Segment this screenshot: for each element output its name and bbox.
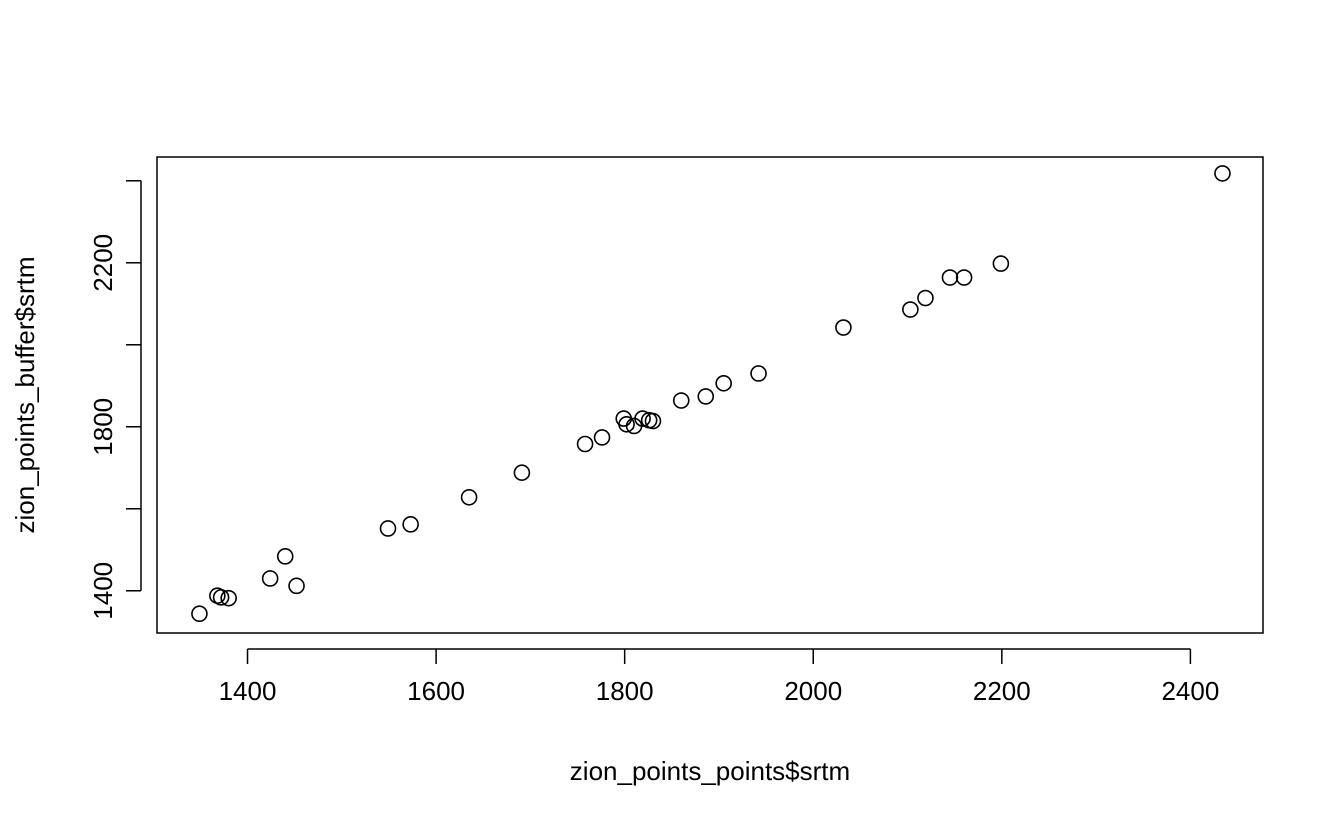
data-point-9 bbox=[460, 488, 478, 506]
data-point-4 bbox=[261, 570, 279, 587]
data-point-14 bbox=[618, 416, 635, 433]
data-point-19 bbox=[672, 392, 690, 409]
data-point-12 bbox=[593, 429, 611, 446]
data-point-26 bbox=[941, 269, 959, 286]
data-point-5 bbox=[276, 548, 294, 565]
data-point-20 bbox=[697, 388, 715, 405]
x-tick-label-4: 2200 bbox=[973, 676, 1031, 706]
data-point-7 bbox=[379, 520, 397, 537]
data-point-2 bbox=[212, 589, 230, 606]
data-point-16 bbox=[634, 410, 651, 427]
x-tick-label-3: 2000 bbox=[784, 676, 842, 706]
x-axis: 1400 1600 1800 2000 2200 2400 bbox=[219, 648, 1219, 706]
data-point-22 bbox=[750, 365, 767, 382]
data-point-21 bbox=[715, 375, 732, 392]
data-point-6 bbox=[288, 577, 305, 595]
data-point-0 bbox=[191, 605, 208, 623]
data-point-28 bbox=[992, 255, 1010, 272]
x-tick-label-1: 1600 bbox=[407, 676, 465, 706]
data-point-27 bbox=[955, 269, 973, 286]
x-axis-label: zion_points_points$srtm bbox=[570, 756, 850, 786]
plot-frame bbox=[156, 156, 1264, 634]
y-axis-label: zion_points_buffer$srtm bbox=[10, 256, 40, 533]
data-point-23 bbox=[835, 319, 852, 336]
y-tick-label-2: 2200 bbox=[88, 234, 118, 292]
data-point-24 bbox=[902, 301, 919, 318]
x-tick-label-2: 1800 bbox=[596, 676, 654, 706]
y-tick-label-1: 1800 bbox=[88, 398, 118, 456]
data-points bbox=[191, 165, 1231, 623]
data-point-11 bbox=[576, 435, 594, 453]
data-point-8 bbox=[402, 516, 419, 533]
data-point-10 bbox=[513, 464, 531, 481]
x-tick-label-0: 1400 bbox=[219, 676, 277, 706]
data-point-18 bbox=[644, 412, 662, 430]
data-point-25 bbox=[917, 289, 934, 307]
y-axis: 1400 1800 2200 bbox=[88, 180, 142, 620]
data-point-3 bbox=[220, 589, 237, 607]
x-tick-label-5: 2400 bbox=[1161, 676, 1219, 706]
y-tick-label-0: 1400 bbox=[88, 562, 118, 620]
data-point-29 bbox=[1214, 165, 1231, 182]
